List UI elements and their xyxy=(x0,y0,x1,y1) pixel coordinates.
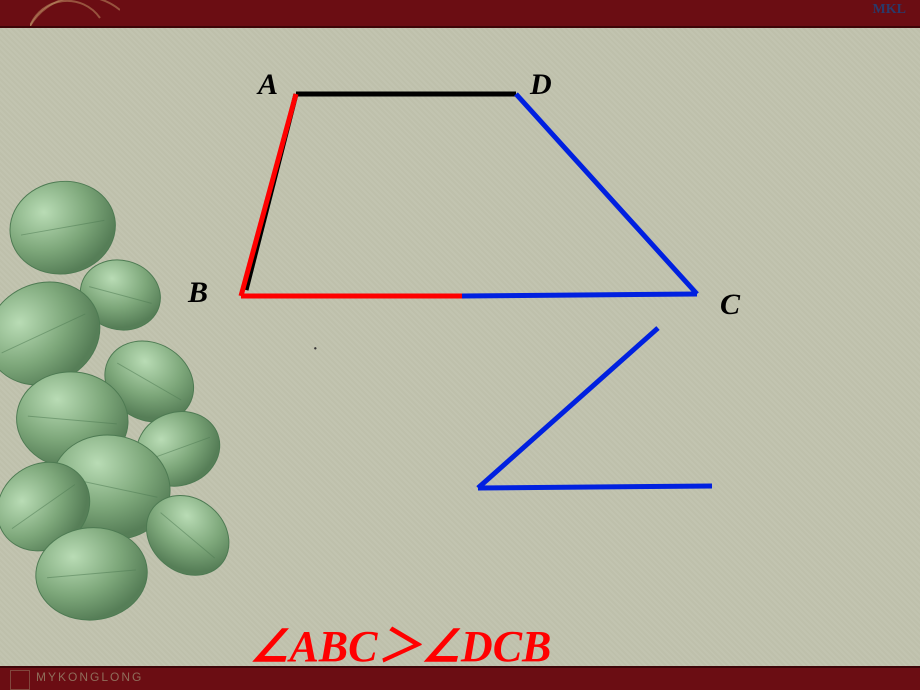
header-logo: MKL xyxy=(873,2,906,18)
vertex-label-c: C xyxy=(720,288,740,322)
center-dot: · xyxy=(312,338,319,361)
slide: MKL A D B C · ∠ABC＞∠DCB MYKONGLONG xyxy=(0,0,920,690)
geometry-diagram: A D B C · ∠ABC＞∠DCB xyxy=(0,28,920,666)
title-ornament xyxy=(30,0,120,26)
vertex-label-b: B xyxy=(188,276,208,310)
title-bar: MKL xyxy=(0,0,920,28)
footer-icon xyxy=(10,670,30,690)
vertex-label-d: D xyxy=(530,68,552,102)
vertex-label-a: A xyxy=(258,68,278,102)
diagram-svg xyxy=(0,28,920,668)
footer-text: MYKONGLONG xyxy=(36,670,143,684)
footer-bar: MYKONGLONG xyxy=(0,666,920,690)
conclusion-text: ∠ABC＞∠DCB xyxy=(250,610,551,674)
